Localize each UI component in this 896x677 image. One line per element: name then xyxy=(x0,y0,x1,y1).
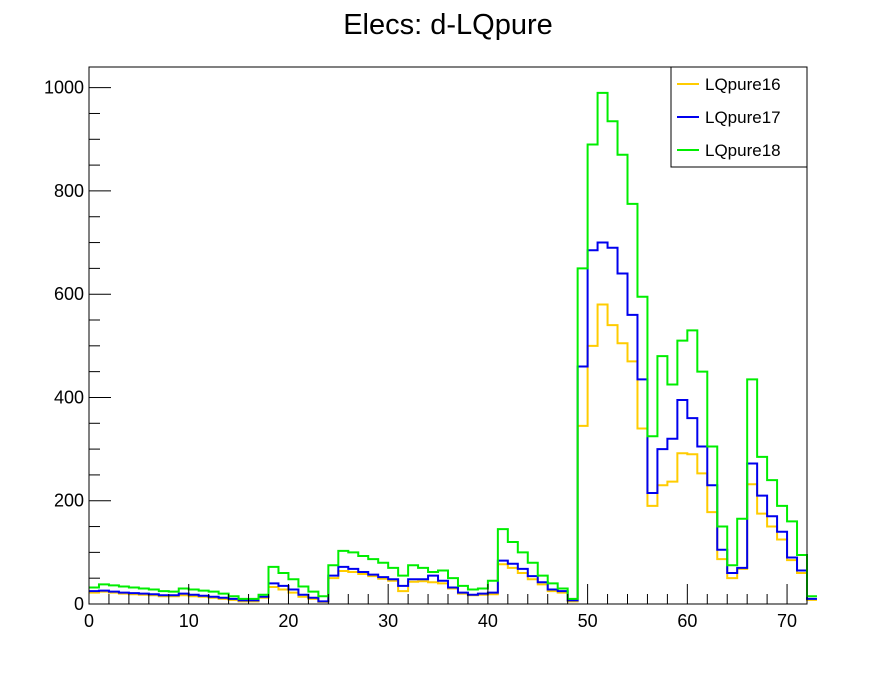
series-line-lqpure17 xyxy=(89,241,817,603)
y-tick-label: 0 xyxy=(74,594,84,614)
x-tick-label: 70 xyxy=(777,611,797,631)
x-tick-label: 30 xyxy=(378,611,398,631)
axes: 0 10 20 30 40 50 60 70 0 200 400 600 800 1000 xyxy=(44,66,808,631)
plot-area xyxy=(89,91,817,603)
x-tick-label: 60 xyxy=(677,611,697,631)
legend-label: LQpure18 xyxy=(705,141,781,160)
x-tick-label: 0 xyxy=(84,611,94,631)
y-tick-label: 800 xyxy=(54,181,84,201)
y-tick-label: 1000 xyxy=(44,78,84,98)
legend: LQpure16 LQpure17 LQpure18 xyxy=(670,66,808,168)
x-tick-label: 10 xyxy=(179,611,199,631)
x-tick-label: 20 xyxy=(278,611,298,631)
chart-title: Elecs: d-LQpure xyxy=(343,9,553,41)
legend-label: LQpure17 xyxy=(705,108,781,127)
series-line-lqpure18 xyxy=(89,91,817,600)
x-tick-label: 50 xyxy=(578,611,598,631)
y-tick-label: 600 xyxy=(54,284,84,304)
y-tick-label: 400 xyxy=(54,387,84,407)
legend-label: LQpure16 xyxy=(705,75,781,94)
x-tick-label: 40 xyxy=(478,611,498,631)
y-tick-label: 200 xyxy=(54,491,84,511)
